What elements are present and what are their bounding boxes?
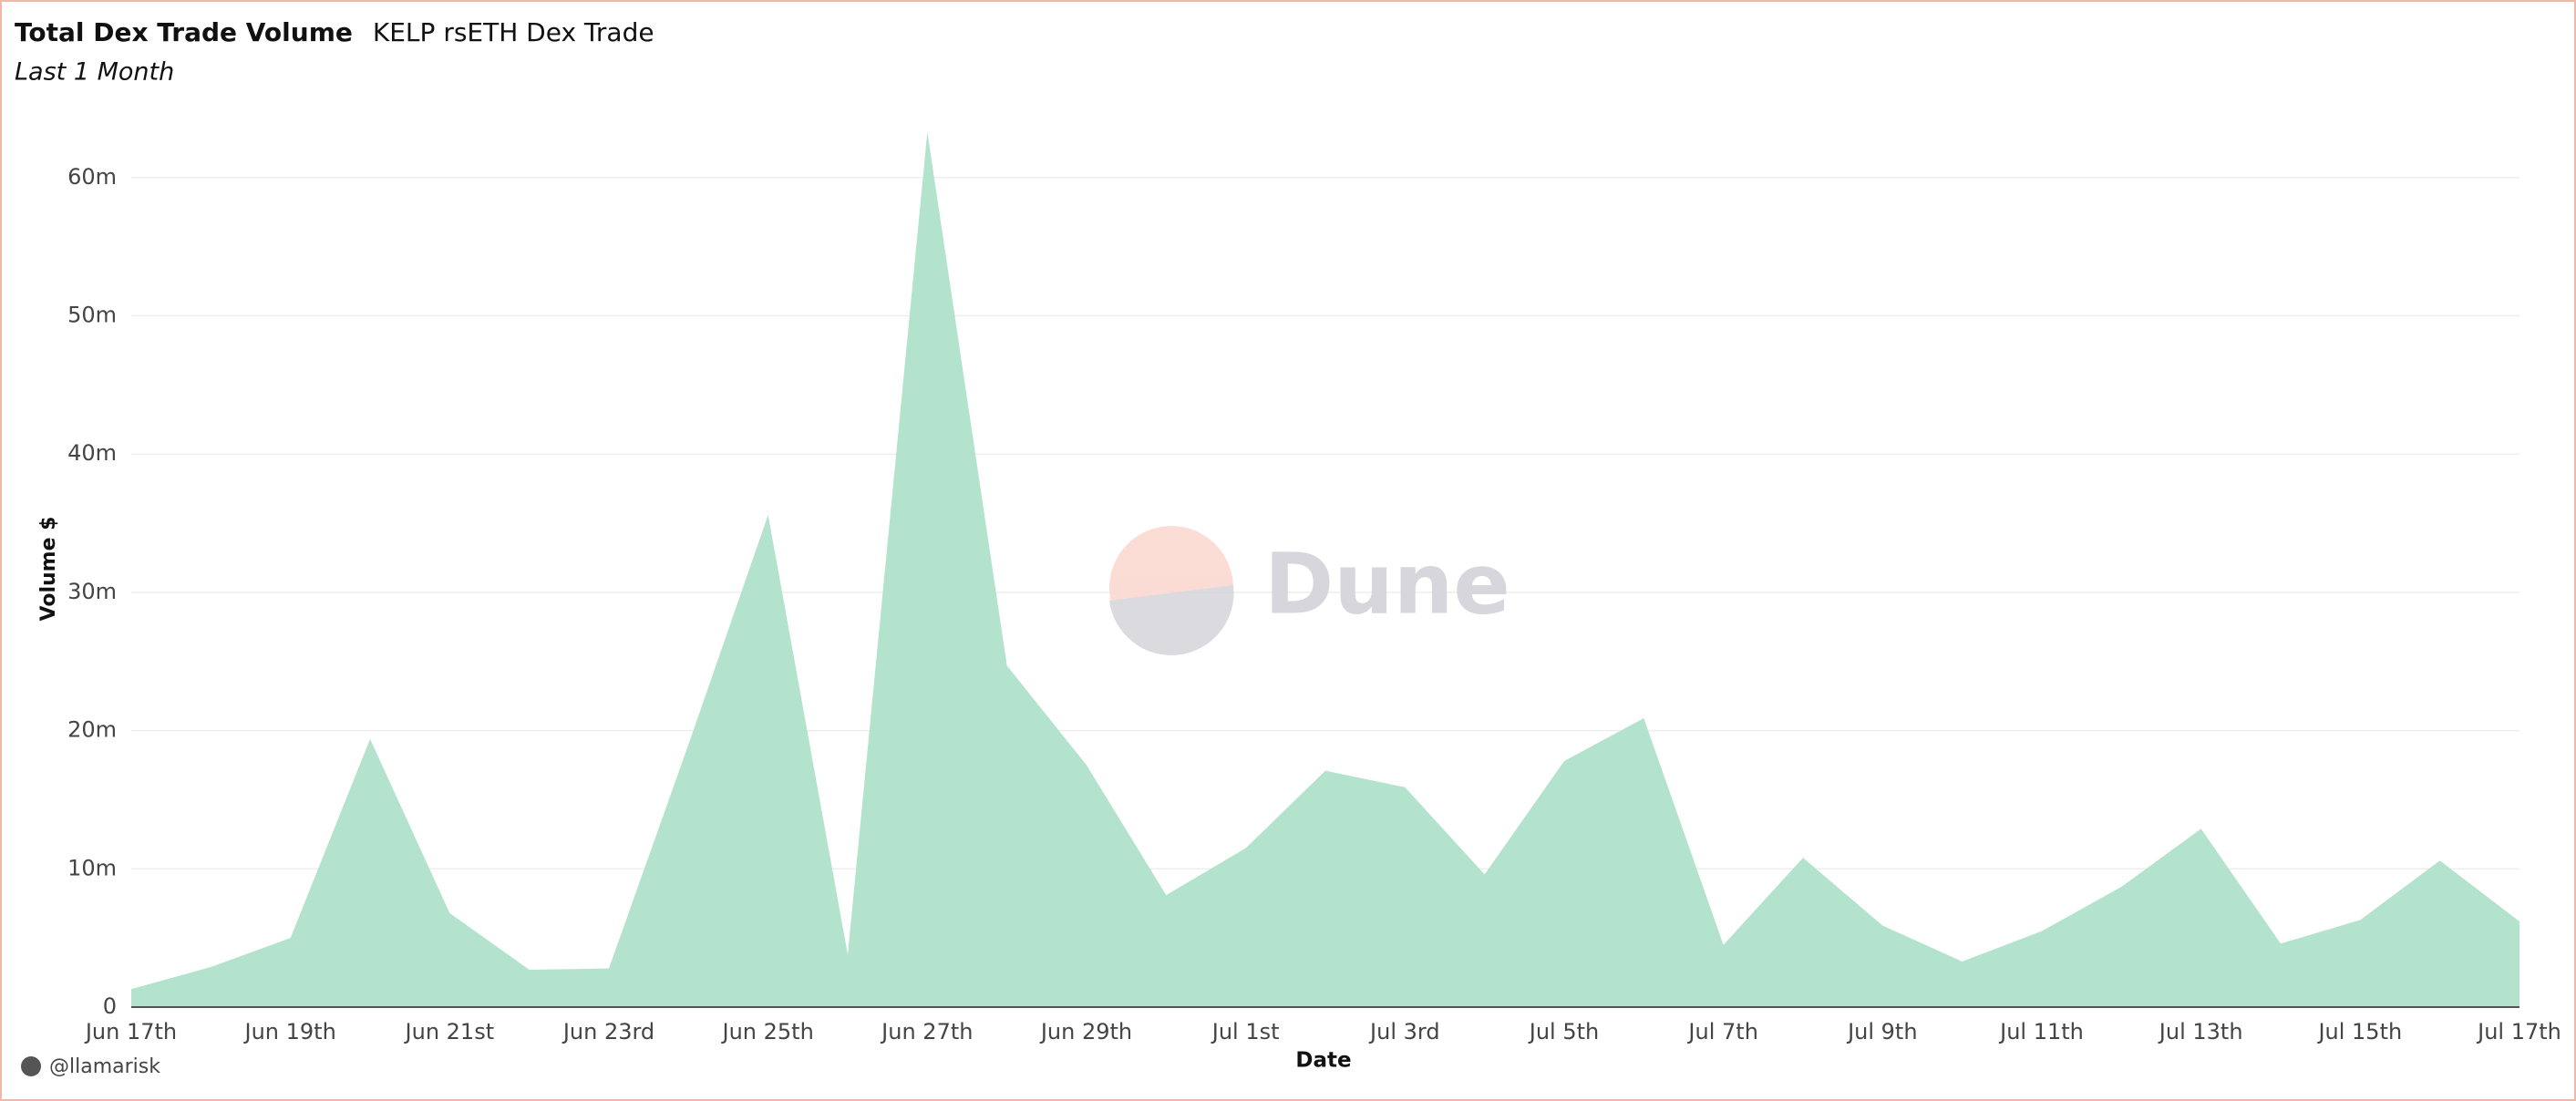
x-tick-label: Jun 17th [84, 1019, 177, 1044]
x-tick-label: Jul 17th [2476, 1019, 2561, 1044]
x-tick-label: Jul 13th [2158, 1019, 2243, 1044]
y-tick-label: 50m [67, 303, 117, 328]
x-axis-label: Date [1295, 1049, 1351, 1073]
x-tick-label: Jul 5th [1528, 1019, 1599, 1044]
y-axis-label: Volume $ [37, 517, 60, 622]
x-tick-label: Jun 25th [721, 1019, 814, 1044]
period: Last 1 Month [15, 58, 174, 87]
author: @llamarisk [49, 1055, 160, 1078]
y-tick-label: 60m [67, 164, 117, 190]
watermark-logo [1109, 526, 1234, 655]
logo-bottom [1109, 585, 1234, 655]
x-tick-label: Jun 21st [404, 1019, 495, 1044]
y-tick-label: 40m [67, 440, 117, 466]
chart-subtitle: KELP rsETH Dex Trade [373, 17, 654, 47]
x-tick-label: Jun 19th [243, 1019, 336, 1044]
y-tick-label: 30m [67, 579, 117, 604]
y-tick-label: 10m [67, 855, 117, 880]
x-tick-label: Jun 27th [880, 1019, 973, 1044]
watermark: Dune [1264, 535, 1510, 633]
area [131, 131, 2519, 1007]
x-tick-label: Jul 3rd [1368, 1019, 1440, 1044]
y-tick-label: 0 [103, 993, 117, 1019]
x-tick-label: Jun 23rd [562, 1019, 654, 1044]
x-tick-label: Jun 29th [1039, 1019, 1132, 1044]
x-tick-label: Jul 7th [1686, 1019, 1757, 1044]
x-tick-label: Jul 9th [1846, 1019, 1917, 1044]
author-avatar [21, 1056, 41, 1076]
x-tick-label: Jul 1st [1211, 1019, 1280, 1044]
x-tick-label: Jul 11th [1998, 1019, 2084, 1044]
x-tick-label: Jul 15th [2316, 1019, 2402, 1044]
chart-title: Total Dex Trade Volume [15, 17, 353, 47]
y-tick-label: 20m [67, 717, 117, 743]
